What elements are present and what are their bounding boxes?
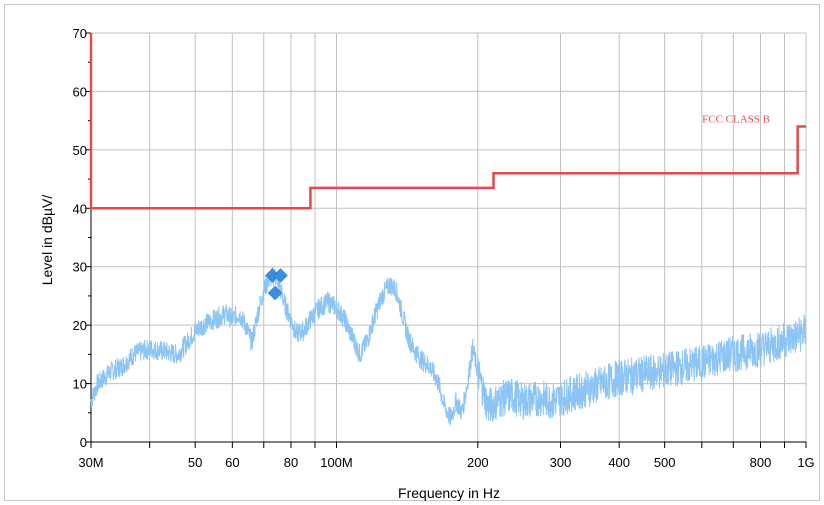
grid bbox=[90, 32, 807, 443]
y-tick-label-10: 10 bbox=[73, 377, 87, 392]
y-tick-label-0: 0 bbox=[80, 435, 87, 450]
y-tick-label-70: 70 bbox=[73, 26, 87, 41]
x-tick-label-60: 60 bbox=[225, 455, 239, 470]
peak-marker bbox=[273, 268, 288, 283]
peak-marker bbox=[267, 285, 283, 301]
limit-line-group: FCC CLASS B bbox=[89, 33, 806, 210]
y-tick-label-60: 60 bbox=[73, 84, 87, 99]
x-tick-label-200: 200 bbox=[467, 455, 489, 470]
ticks bbox=[86, 32, 807, 448]
y-axis-title: Level in dBµV/ bbox=[39, 195, 55, 286]
x-tick-label-50: 50 bbox=[188, 455, 202, 470]
spectrum-trace bbox=[90, 267, 807, 426]
x-tick-label-1G: 1G bbox=[797, 455, 814, 470]
x-tick-label-100M: 100M bbox=[320, 455, 353, 470]
tick-labels: 0 10 20 30 40 50 60 70 30M 50 60 80 100M 200 300 400 500… bbox=[73, 26, 815, 470]
marker-group bbox=[264, 268, 288, 301]
y-tick-label-40: 40 bbox=[73, 201, 87, 216]
chart-frame bbox=[4, 4, 820, 501]
fcc-class-b-limit-line bbox=[89, 33, 806, 210]
y-tick-label-50: 50 bbox=[73, 143, 87, 158]
y-tick-label-30: 30 bbox=[73, 260, 87, 275]
x-tick-label-400: 400 bbox=[608, 455, 630, 470]
x-tick-label-300: 300 bbox=[550, 455, 572, 470]
x-tick-label-30M: 30M bbox=[78, 455, 103, 470]
limit-line-label: FCC CLASS B bbox=[702, 113, 770, 125]
x-axis-title: Frequency in Hz bbox=[398, 485, 500, 501]
y-tick-label-20: 20 bbox=[73, 318, 87, 333]
x-tick-label-80: 80 bbox=[284, 455, 298, 470]
spectrum-line bbox=[90, 267, 807, 426]
x-tick-label-500: 500 bbox=[654, 455, 676, 470]
x-tick-label-800: 800 bbox=[750, 455, 772, 470]
